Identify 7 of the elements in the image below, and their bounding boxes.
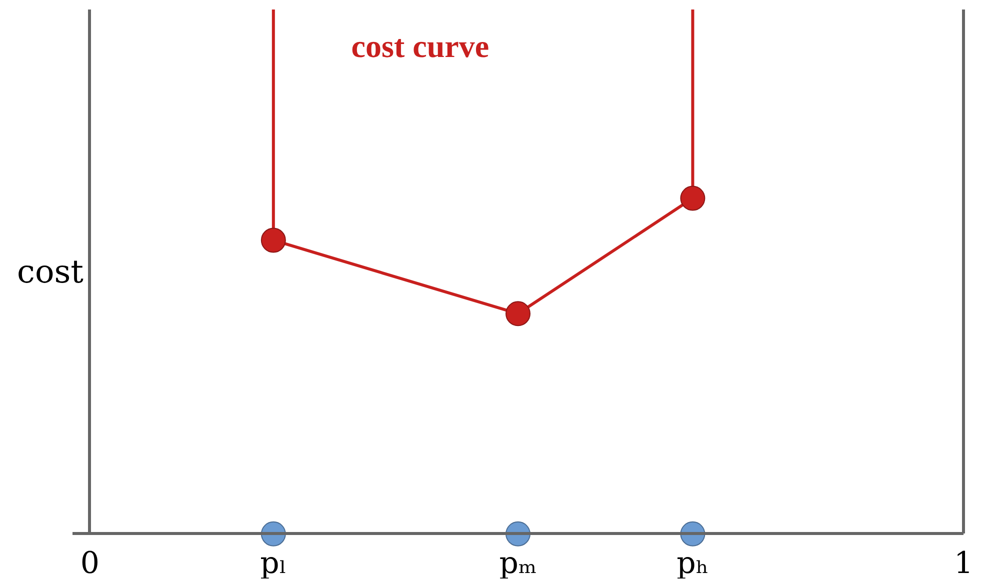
y-axis-title: cost [17,252,84,290]
point [260,228,286,253]
text: cost curve [351,28,490,64]
x-tick-label: 0 [80,546,100,581]
x-tick-label: 1 [954,546,974,581]
point [506,301,530,326]
point [680,186,706,211]
